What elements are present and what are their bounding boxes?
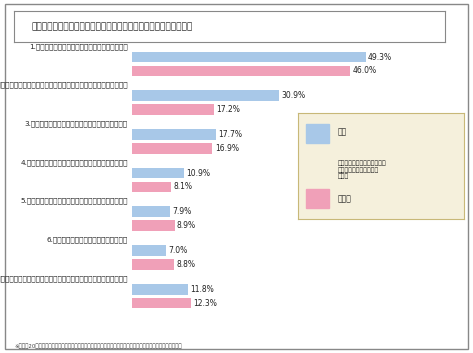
- Text: 49.3%: 49.3%: [368, 53, 392, 61]
- Text: 3.良いと思ってやったことが利用者に理解されない: 3.良いと思ってやったことが利用者に理解されない: [25, 120, 128, 127]
- Text: 5.利用者の行動が理解できずに対処方法がわからない: 5.利用者の行動が理解できずに対処方法がわからない: [20, 198, 128, 204]
- Text: 17.2%: 17.2%: [216, 105, 240, 114]
- Text: 17.7%: 17.7%: [219, 130, 243, 139]
- Bar: [132, 104, 214, 115]
- Text: 4.利用者の行動が理解できずに対処方法がわからない: 4.利用者の行動が理解できずに対処方法がわからない: [20, 159, 128, 166]
- Text: 8.8%: 8.8%: [176, 260, 195, 269]
- Text: 8.9%: 8.9%: [177, 221, 196, 230]
- Text: ※「平成20年度介護労働者実態調査」介護労働者の就業実態と就業意識調査（財団法人介護労働安定センター）: ※「平成20年度介護労働者実態調査」介護労働者の就業実態と就業意識調査（財団法人…: [14, 344, 182, 349]
- Text: 2.介護事故（転倒、誤嚕その他）で利用者にケガをおわせてしまう不安がある: 2.介護事故（転倒、誤嚕その他）で利用者にケガをおわせてしまう不安がある: [0, 82, 128, 88]
- Text: 46.0%: 46.0%: [352, 66, 377, 76]
- Bar: [307, 189, 329, 208]
- Text: 16.9%: 16.9%: [215, 144, 239, 153]
- Text: 12.3%: 12.3%: [193, 299, 217, 307]
- Bar: [132, 207, 170, 217]
- Bar: [132, 245, 166, 256]
- Bar: [132, 284, 188, 294]
- Text: 7.0%: 7.0%: [168, 246, 187, 255]
- Bar: [132, 181, 171, 192]
- Text: 訪問糸・施設糸（入所型）・
施設糸（通所型）の合計
平均値: 訪問糸・施設糸（入所型）・ 施設糸（通所型）の合計 平均値: [338, 161, 386, 179]
- Bar: [132, 66, 350, 76]
- Bar: [132, 298, 191, 309]
- Text: 1.利用者に適切なケアができているか不安がある: 1.利用者に適切なケアができているか不安がある: [29, 43, 128, 50]
- Text: 8.1%: 8.1%: [173, 183, 192, 191]
- Text: 10.9%: 10.9%: [186, 169, 210, 178]
- Text: 30.9%: 30.9%: [281, 91, 305, 100]
- Bar: [132, 168, 184, 179]
- Bar: [132, 259, 174, 270]
- Bar: [132, 129, 216, 140]
- Bar: [132, 90, 279, 101]
- Text: 11.8%: 11.8%: [191, 285, 214, 294]
- Text: 表２　利用者およびその家族についての悩み、不安、不満（抜枚）: 表２ 利用者およびその家族についての悩み、不安、不満（抜枚）: [31, 22, 193, 31]
- Text: 7.利用者およびその家族について特に悩み、不安・不満は感じていない: 7.利用者およびその家族について特に悩み、不安・不満は感じていない: [0, 275, 128, 282]
- Text: 6.禁じられている医療行為を求められる: 6.禁じられている医療行為を求められる: [46, 237, 128, 243]
- Text: 7.9%: 7.9%: [172, 207, 192, 216]
- Bar: [307, 124, 329, 143]
- Bar: [132, 220, 175, 231]
- Bar: [132, 52, 366, 62]
- Text: 全体: 全体: [338, 127, 347, 137]
- Bar: [132, 143, 212, 154]
- Text: 訪問糸: 訪問糸: [338, 194, 351, 203]
